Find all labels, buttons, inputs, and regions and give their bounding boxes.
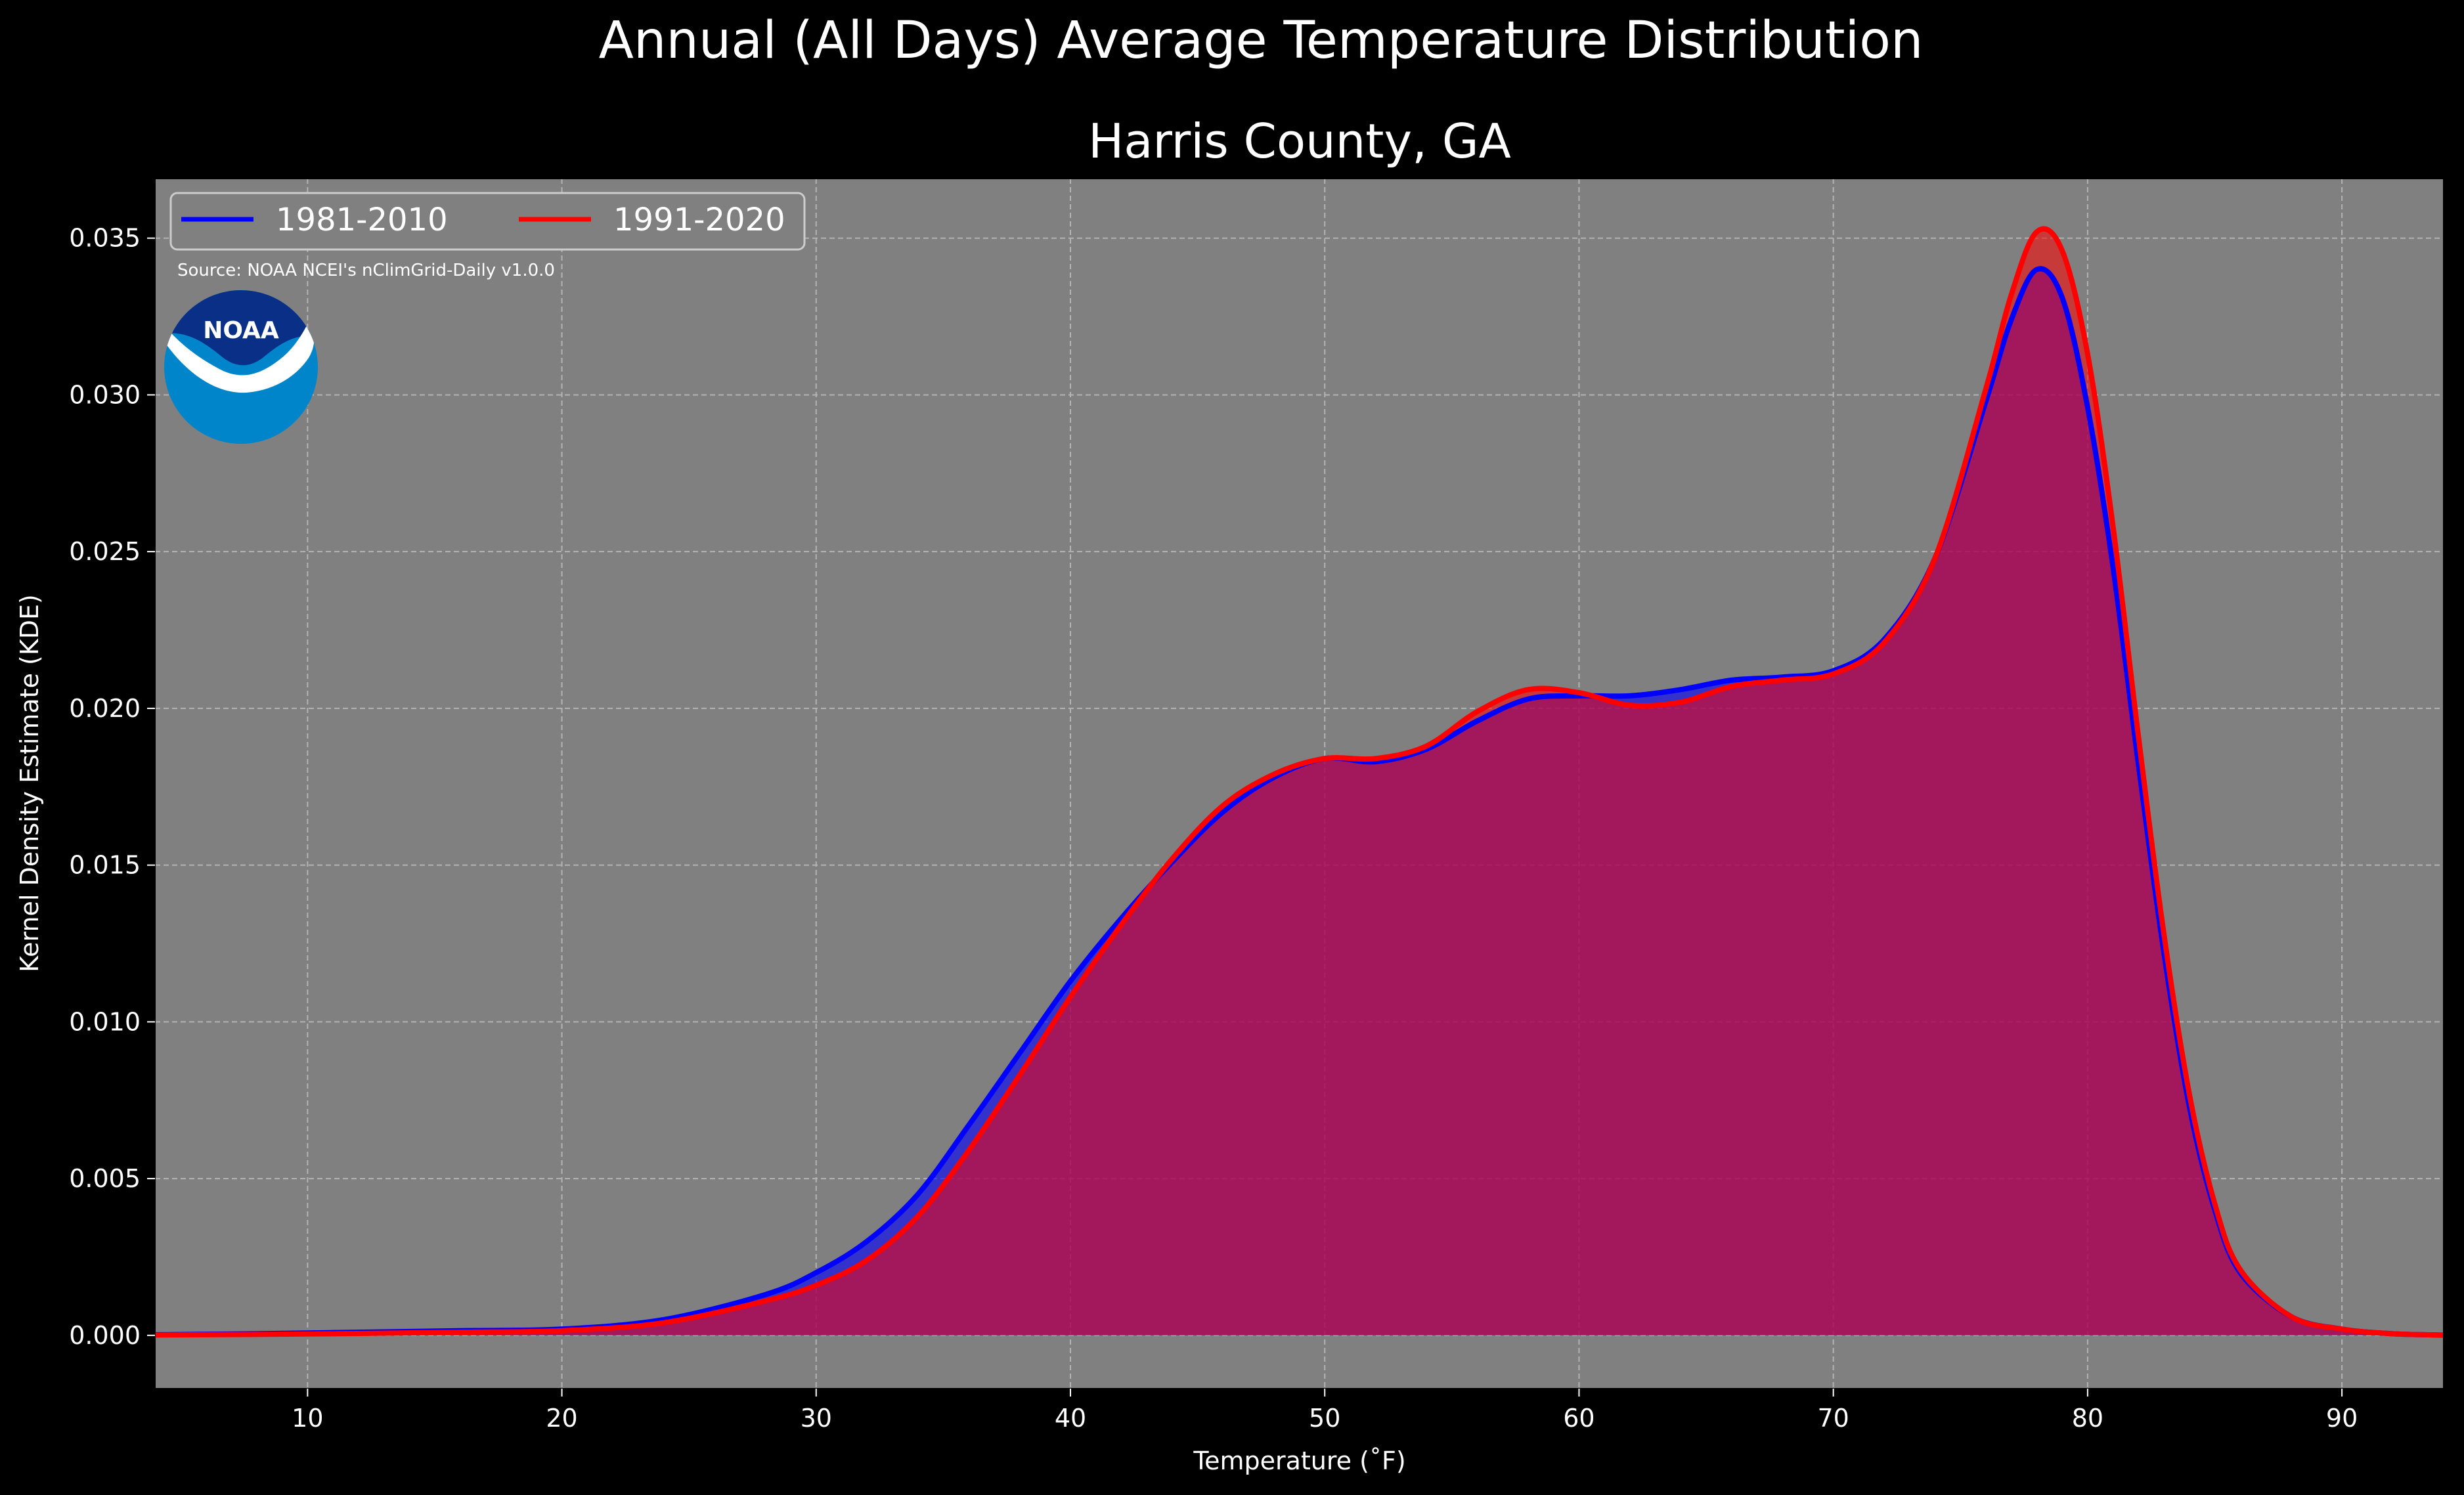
- x-tick-label: 90: [2326, 1404, 2358, 1433]
- x-tick-label: 70: [1817, 1404, 1849, 1433]
- legend: 1981-2010 1991-2020: [169, 192, 806, 251]
- x-tick-label: 80: [2072, 1404, 2103, 1433]
- area-1991-2020: [155, 228, 2444, 1335]
- chart-subtitle: Harris County, GA: [1088, 114, 1511, 169]
- y-tick-label: 0.010: [69, 1007, 141, 1036]
- source-annotation: Source: NOAA NCEI's nClimGrid-Daily v1.0…: [177, 261, 555, 280]
- chart-title: Annual (All Days) Average Temperature Di…: [599, 11, 1924, 70]
- density-lines: [154, 226, 2444, 1338]
- density-areas: [155, 228, 2444, 1335]
- x-axis-label: Temperature (˚F): [1193, 1446, 1405, 1475]
- y-tick-label: 0.030: [69, 380, 141, 409]
- noaa-logo-bird: [164, 322, 315, 393]
- y-tick-label: 0.005: [69, 1164, 141, 1193]
- line-1981-2010: [154, 266, 2444, 1338]
- y-tick-label: 0.000: [69, 1321, 141, 1350]
- plot-frame: [154, 178, 2444, 1389]
- x-tick-label: 60: [1563, 1404, 1595, 1433]
- line-1991-2020: [154, 226, 2444, 1338]
- legend-label-1991-2020: 1991-2020: [613, 202, 785, 238]
- y-axis-ticks: 0.000 0.005 0.010 0.015 0.020 0.025 0.030 0.035: [69, 224, 155, 1350]
- x-tick-label: 20: [546, 1404, 577, 1433]
- noaa-logo-text: NOAA: [203, 317, 279, 344]
- x-tick-label: 10: [292, 1404, 323, 1433]
- x-tick-label: 40: [1055, 1404, 1086, 1433]
- y-tick-label: 0.015: [69, 851, 141, 880]
- legend-frame: [169, 192, 806, 251]
- noaa-logo-top: [164, 290, 318, 366]
- x-tick-label: 50: [1309, 1404, 1340, 1433]
- noaa-logo: NOAA: [164, 290, 318, 444]
- legend-label-1981-2010: 1981-2010: [276, 202, 448, 238]
- x-axis-ticks: 10 20 30 40 50 60 70 80 90: [292, 1389, 2358, 1433]
- y-tick-label: 0.020: [69, 694, 141, 723]
- x-tick-label: 30: [801, 1404, 832, 1433]
- y-axis-label: Kernel Density Estimate (KDE): [15, 594, 44, 972]
- y-tick-label: 0.025: [69, 537, 141, 566]
- y-tick-label: 0.035: [69, 224, 141, 253]
